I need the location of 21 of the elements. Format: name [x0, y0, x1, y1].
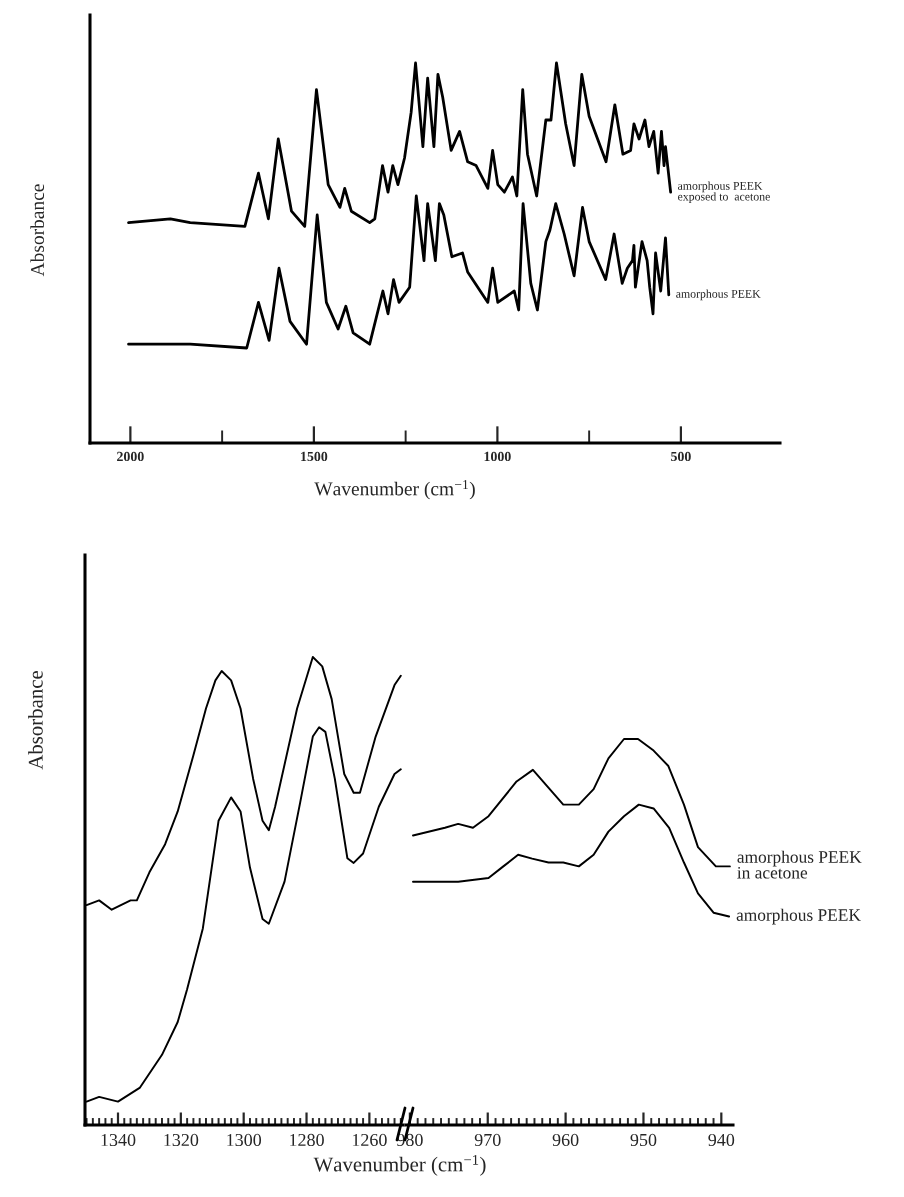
- x-axis-title: Wavenumber (cm$^{−1}$): [314, 480, 475, 500]
- x-tick-label: 960: [552, 1133, 579, 1147]
- y-axis-title: Absorbance: [30, 184, 45, 277]
- x-tick-label: 1000: [484, 451, 511, 462]
- series-label: amorphous PEEK in acetone: [737, 850, 862, 879]
- x-tick-label: 2000: [117, 451, 144, 462]
- x-axis-title: Wavenumber (cm$^{−1}$): [313, 1155, 486, 1176]
- x-tick-label: 970: [474, 1133, 501, 1147]
- x-tick-label: 1320: [164, 1133, 199, 1147]
- x-tick-label: 1260: [352, 1133, 387, 1147]
- x-tick-label: 1340: [101, 1133, 136, 1147]
- y-axis-title: Absorbance: [28, 670, 43, 770]
- series-label: amorphous PEEK exposed to acetone: [677, 181, 770, 203]
- x-tick-label: 1500: [301, 451, 328, 462]
- x-tick-label: 1300: [227, 1133, 262, 1147]
- series-label: amorphous PEEK: [676, 289, 761, 301]
- x-tick-label: 1280: [290, 1133, 324, 1147]
- x-tick-label: 940: [708, 1133, 735, 1147]
- x-tick-label: 500: [671, 451, 691, 462]
- x-tick-label: 950: [630, 1133, 657, 1147]
- series-label: amorphous PEEK: [736, 908, 861, 925]
